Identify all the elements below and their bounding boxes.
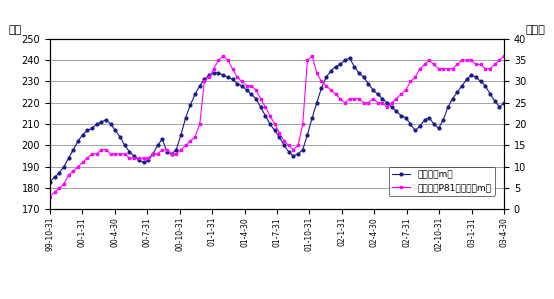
Legend: 库水位（m）, 库水位与P81水位差（m）: 库水位（m）, 库水位与P81水位差（m） <box>388 167 495 196</box>
Text: 水位: 水位 <box>9 25 22 36</box>
库水位与P81水位差（m） <box>75 165 81 169</box>
库水位（m） <box>299 148 306 151</box>
库水位与P81水位差（m） <box>266 114 273 118</box>
库水位（m） <box>501 101 507 105</box>
库水位（m） <box>346 56 353 60</box>
库水位（m） <box>47 180 53 183</box>
库水位（m） <box>332 65 339 68</box>
Text: 水位差: 水位差 <box>525 25 545 36</box>
库水位（m） <box>84 129 91 132</box>
库水位与P81水位差（m） <box>337 97 343 100</box>
库水位（m） <box>398 114 404 117</box>
库水位（m） <box>262 114 269 117</box>
库水位与P81水位差（m） <box>47 195 53 198</box>
库水位与P81水位差（m） <box>84 156 91 160</box>
Line: 库水位与P81水位差（m）: 库水位与P81水位差（m） <box>48 54 506 198</box>
库水位与P81水位差（m） <box>220 54 227 58</box>
库水位（m） <box>75 139 81 143</box>
库水位与P81水位差（m） <box>398 92 404 96</box>
库水位与P81水位差（m） <box>304 58 311 62</box>
库水位与P81水位差（m） <box>501 54 507 58</box>
Line: 库水位（m）: 库水位（m） <box>48 57 506 183</box>
